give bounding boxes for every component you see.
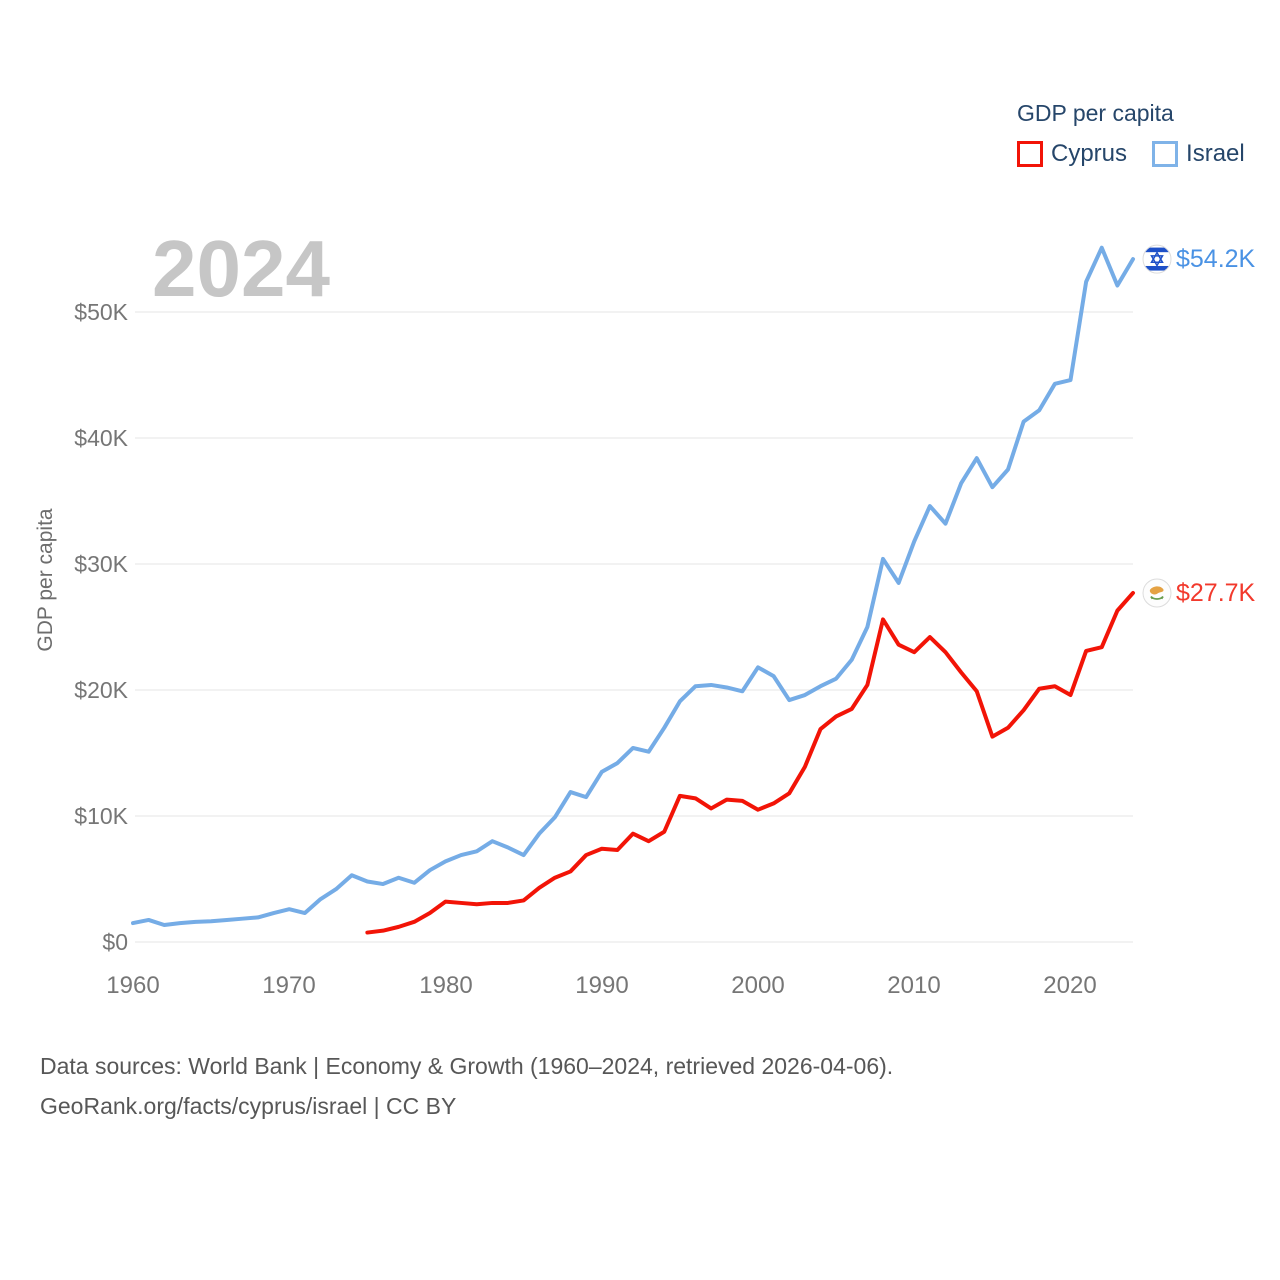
cyprus-swatch-icon	[1017, 141, 1043, 167]
legend: GDP per capita Cyprus Israel	[1017, 100, 1245, 168]
y-tick-50k: $50K	[74, 299, 128, 325]
legend-label-cyprus: Cyprus	[1051, 140, 1128, 167]
x-tick-1970: 1970	[262, 972, 316, 999]
watermark-year: 2024	[152, 224, 330, 313]
x-tick-1990: 1990	[575, 972, 629, 999]
footer: Data sources: World Bank | Economy & Gro…	[40, 1046, 893, 1126]
cyprus-flag-icon	[1142, 578, 1172, 608]
line-cyprus	[365, 590, 1135, 935]
israel-value-label: $54.2K	[1176, 245, 1256, 274]
legend-item-israel[interactable]: Israel	[1152, 140, 1245, 168]
footer-attribution-line: GeoRank.org/facts/cyprus/israel | CC BY	[40, 1093, 457, 1119]
israel-swatch-icon	[1152, 141, 1179, 167]
x-tick-2010: 2010	[887, 972, 941, 999]
y-tick-0: $0	[102, 929, 128, 955]
y-tick-30k: $30K	[74, 551, 128, 577]
line-israel	[131, 245, 1135, 927]
x-tick-1960: 1960	[106, 972, 160, 999]
legend-title: GDP per capita	[1017, 100, 1174, 126]
gridlines	[135, 311, 1133, 943]
y-axis-title: GDP per capita	[34, 508, 57, 652]
y-tick-40k: $40K	[74, 425, 128, 451]
cyprus-value-label: $27.7K	[1176, 578, 1256, 607]
series-lines	[131, 245, 1135, 935]
footer-sources-line: Data sources: World Bank | Economy & Gro…	[40, 1053, 894, 1079]
x-tick-2000: 2000	[731, 972, 785, 999]
legend-label-israel: Israel	[1186, 140, 1245, 167]
y-tick-20k: $20K	[74, 677, 128, 703]
israel-flag-icon	[1142, 244, 1172, 274]
y-tick-10k: $10K	[74, 803, 128, 829]
x-tick-2020: 2020	[1043, 972, 1097, 999]
legend-item-cyprus[interactable]: Cyprus	[1017, 140, 1127, 168]
x-tick-1980: 1980	[419, 972, 473, 999]
